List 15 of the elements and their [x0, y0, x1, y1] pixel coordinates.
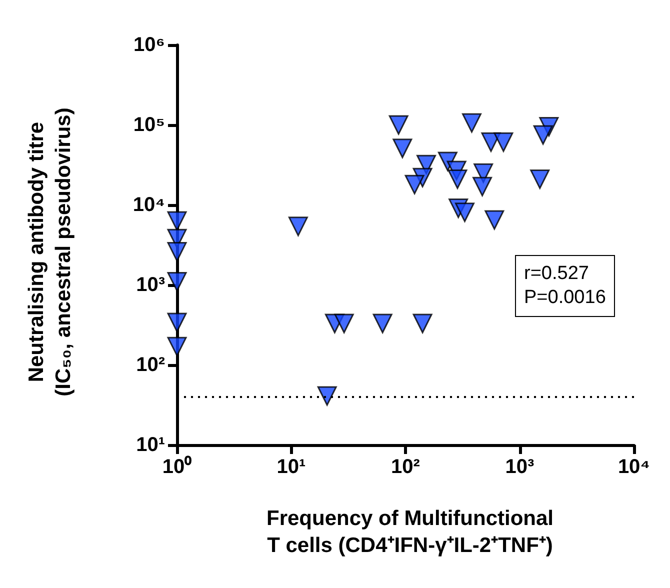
x-tick-label: 10⁰ [162, 455, 192, 478]
x-tick-label: 10² [391, 456, 420, 478]
y-tick-label: 10⁴ [132, 194, 165, 216]
x-tick-label: 10¹ [276, 456, 306, 478]
y-tick-label: 10⁵ [133, 114, 165, 136]
annotation: P=0.0016 [524, 286, 606, 310]
y-tick-label: 10³ [136, 274, 166, 296]
y-tick-label: 10² [136, 354, 166, 376]
y-axis-title: Neutralising antibody titre (IC₅₀, ancestral pseudovirus) [24, 106, 76, 398]
x-axis-title: Frequency of Multifunctional T cells (CD4⁺IFN-γ⁺IL-2⁺TNF⁺) [266, 506, 554, 559]
y-tick-label: 10⁶ [134, 34, 165, 56]
x-tick-label: 10⁴ [618, 456, 650, 478]
annotation: r=0.527 [524, 262, 590, 286]
x-tick-label: 10³ [505, 456, 535, 478]
y-tick-label: 10¹ [136, 434, 166, 456]
